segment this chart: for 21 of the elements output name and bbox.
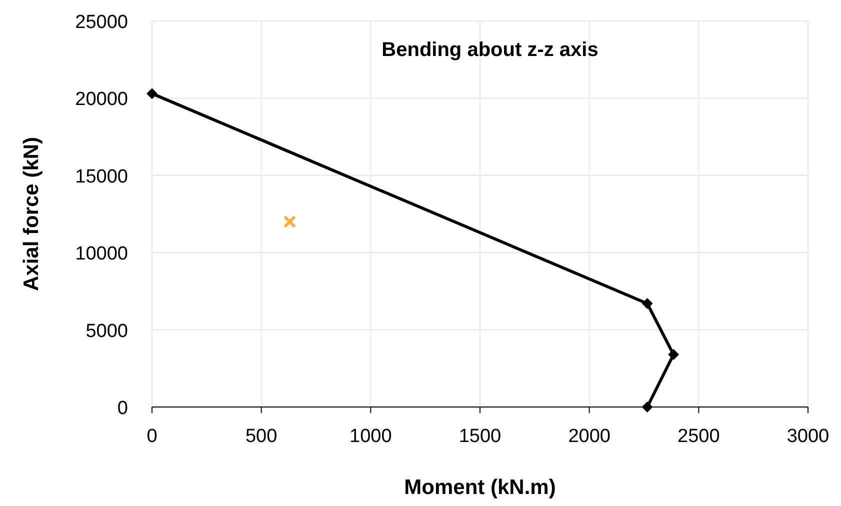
point xyxy=(283,215,296,228)
x-tick-label: 1000 xyxy=(350,426,392,447)
x-tick-label: 3000 xyxy=(786,426,830,447)
y-tick-label: 20000 xyxy=(75,89,128,110)
x-tick-label: 0 xyxy=(146,426,158,447)
point xyxy=(642,402,653,412)
x-tick-label: 2500 xyxy=(678,426,720,447)
x-tick-label: 1500 xyxy=(458,426,502,447)
point xyxy=(642,298,653,310)
point xyxy=(146,88,158,100)
y-tick-label: 0 xyxy=(117,398,128,419)
point xyxy=(668,349,680,360)
y-tick-label: 10000 xyxy=(75,244,128,265)
text: Bending about z-z axis xyxy=(382,39,598,61)
x-tick-label: 2000 xyxy=(568,426,610,447)
x-tick-label: 500 xyxy=(245,426,278,447)
y-axis-title: Axial force (kN) xyxy=(20,136,43,292)
y-tick-label: 25000 xyxy=(75,12,128,33)
y-tick-label: 5000 xyxy=(86,320,128,342)
y-tick-label: 15000 xyxy=(75,166,128,188)
x-axis-title: Moment (kN.m) xyxy=(404,476,556,499)
